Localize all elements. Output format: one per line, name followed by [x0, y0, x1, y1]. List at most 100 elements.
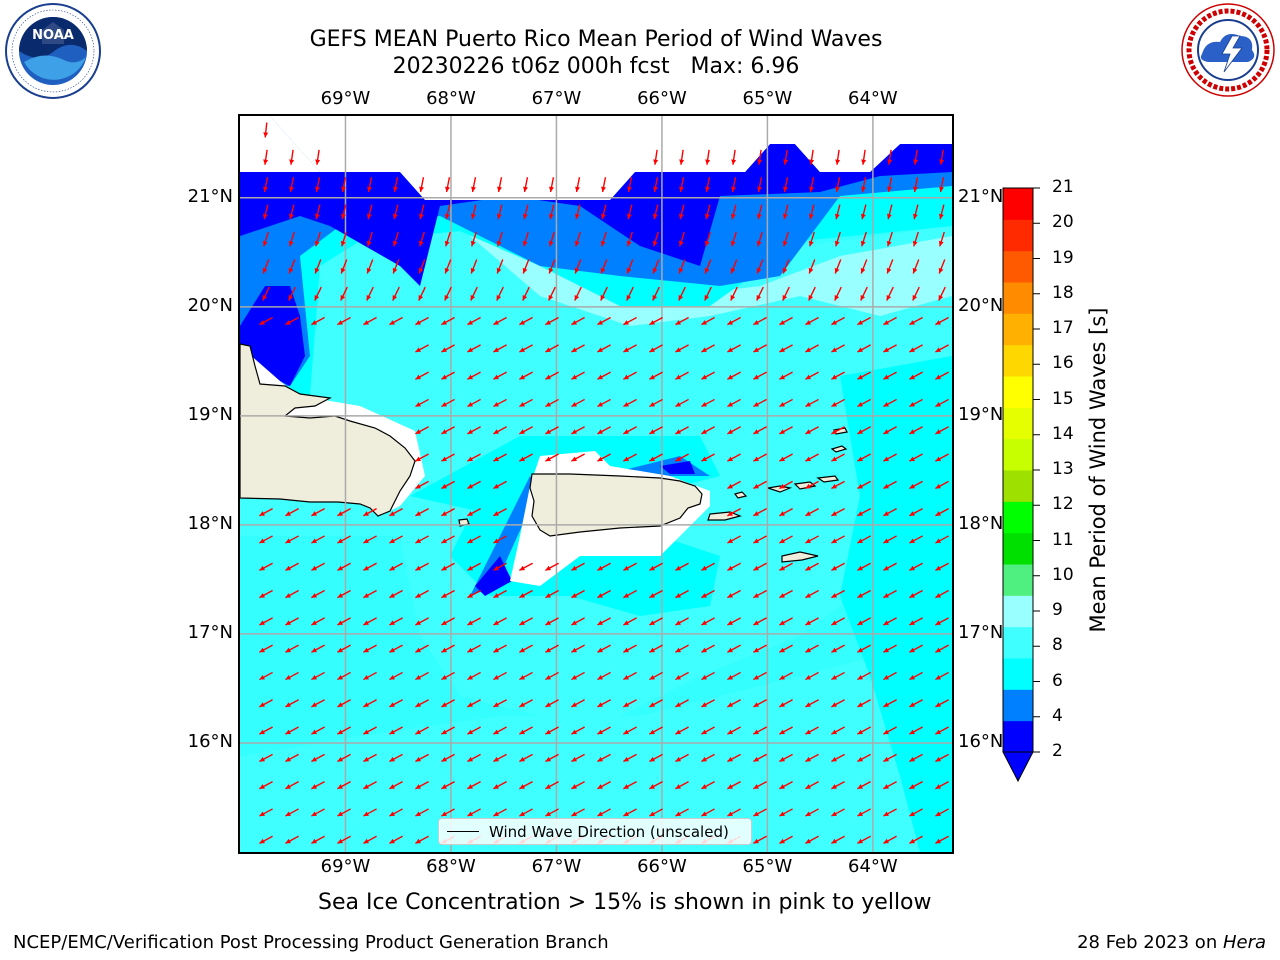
wave-direction-arrow: [519, 644, 533, 653]
wave-direction-arrow: [701, 781, 715, 790]
wave-direction-arrow: [675, 398, 689, 408]
wave-direction-arrow: [337, 835, 351, 844]
footer-date-text: 28 Feb 2023 on: [1077, 932, 1223, 953]
wave-direction-arrow: [701, 316, 715, 326]
wave-direction-arrow: [857, 344, 871, 353]
wave-direction-arrow: [782, 231, 789, 247]
wave-direction-arrow: [675, 371, 689, 380]
wave-direction-arrow: [883, 644, 897, 653]
wave-direction-arrow: [779, 726, 793, 735]
wave-direction-arrow: [545, 753, 559, 763]
wave-direction-arrow: [834, 231, 841, 247]
wave-direction-arrow: [935, 316, 949, 326]
wave-direction-arrow: [705, 177, 711, 193]
wave-direction-arrow: [415, 562, 429, 571]
wave-direction-arrow: [389, 671, 403, 681]
wave-direction-arrow: [857, 644, 871, 653]
wave-direction-arrow: [756, 259, 764, 274]
wave-direction-arrow: [389, 617, 403, 626]
wave-direction-arrow: [857, 835, 871, 844]
hispaniola-land: [240, 343, 416, 517]
wave-direction-arrow: [701, 344, 715, 353]
wave-direction-arrow: [701, 726, 715, 735]
colorbar-tick-label: 9: [1052, 600, 1063, 620]
wave-direction-arrow: [909, 644, 923, 653]
wave-direction-arrow: [783, 149, 789, 165]
wave-direction-arrow: [311, 508, 325, 517]
wave-direction-arrow: [363, 617, 377, 626]
wave-direction-arrow: [415, 589, 429, 599]
wave-direction-arrow: [831, 398, 845, 408]
wave-direction-arrow: [415, 617, 429, 626]
wave-direction-arrow: [314, 259, 322, 274]
colorbar-segment: [1003, 407, 1033, 440]
wave-direction-arrow: [441, 453, 455, 462]
wave-direction-arrow: [441, 671, 455, 681]
wave-direction-arrow: [548, 286, 556, 301]
wave-direction-arrow: [392, 231, 399, 247]
wave-direction-arrow: [600, 286, 608, 301]
colorbar-tick-label: 4: [1052, 705, 1063, 726]
wave-direction-arrow: [935, 726, 949, 735]
wave-direction-arrow: [626, 231, 633, 247]
wave-direction-arrow: [415, 316, 429, 326]
wave-direction-arrow: [831, 589, 845, 599]
wave-direction-arrow: [805, 781, 819, 790]
wave-direction-arrow: [415, 699, 429, 708]
wave-direction-arrow: [519, 562, 533, 571]
wave-direction-arrow: [545, 562, 559, 571]
culebra-land: [733, 491, 748, 499]
wave-direction-arrow: [756, 231, 763, 247]
wave-direction-arrow: [574, 231, 581, 247]
wave-direction-arrow: [493, 371, 507, 380]
wave-direction-arrow: [545, 426, 559, 435]
wave-direction-arrow: [285, 644, 299, 653]
wave-direction-arrow: [389, 589, 403, 599]
wave-direction-arrow: [366, 231, 373, 247]
wave-direction-arrow: [467, 753, 481, 763]
wave-direction-arrow: [337, 508, 351, 517]
wave-direction-arrow: [545, 808, 559, 817]
wave-direction-arrow: [259, 835, 273, 844]
sea-ice-note: Sea Ice Concentration > 15% is shown in …: [318, 890, 932, 915]
longitude-label: 67°W: [531, 856, 582, 877]
wave-direction-arrow: [311, 726, 325, 735]
wave-direction-arrow: [779, 781, 793, 790]
wave-direction-arrow: [363, 671, 377, 681]
wave-direction-arrow: [493, 644, 507, 653]
wave-direction-arrow: [753, 671, 767, 681]
colorbar-tick-label: 21: [1052, 177, 1074, 197]
wave-direction-arrow: [857, 535, 871, 544]
wave-direction-arrow: [857, 371, 871, 380]
wave-direction-arrow: [935, 371, 949, 380]
wave-direction-arrow: [701, 671, 715, 681]
wave-direction-arrow: [701, 371, 715, 380]
wave-direction-arrow: [285, 671, 299, 681]
wave-direction-arrow: [938, 259, 946, 274]
latitude-label: 17°N: [958, 621, 1004, 643]
wave-direction-arrow: [857, 508, 871, 517]
wave-direction-arrow: [337, 781, 351, 790]
wave-direction-arrow: [675, 344, 689, 353]
wave-direction-arrow: [571, 808, 585, 817]
wave-direction-arrow: [545, 644, 559, 653]
wave-direction-arrow: [311, 644, 325, 653]
wave-direction-arrow: [649, 453, 663, 462]
wave-direction-arrow: [727, 726, 741, 735]
wave-direction-arrow: [597, 344, 611, 353]
wave-direction-arrow: [285, 781, 299, 790]
wave-direction-arrow: [574, 286, 582, 301]
wave-direction-arrow: [727, 453, 741, 462]
wave-direction-arrow: [805, 617, 819, 626]
wave-direction-arrow: [623, 371, 637, 380]
wave-direction-arrow: [652, 231, 659, 247]
wave-direction-arrow: [441, 508, 455, 517]
colorbar-segment: [1003, 438, 1033, 471]
wave-direction-arrow: [727, 644, 741, 653]
wave-direction-arrow: [679, 177, 685, 193]
wave-direction-arrow: [467, 671, 481, 681]
wave-direction-arrow: [701, 398, 715, 408]
wave-direction-arrow: [649, 589, 663, 599]
wave-direction-arrow: [363, 753, 377, 763]
wave-direction-arrow: [623, 344, 637, 353]
